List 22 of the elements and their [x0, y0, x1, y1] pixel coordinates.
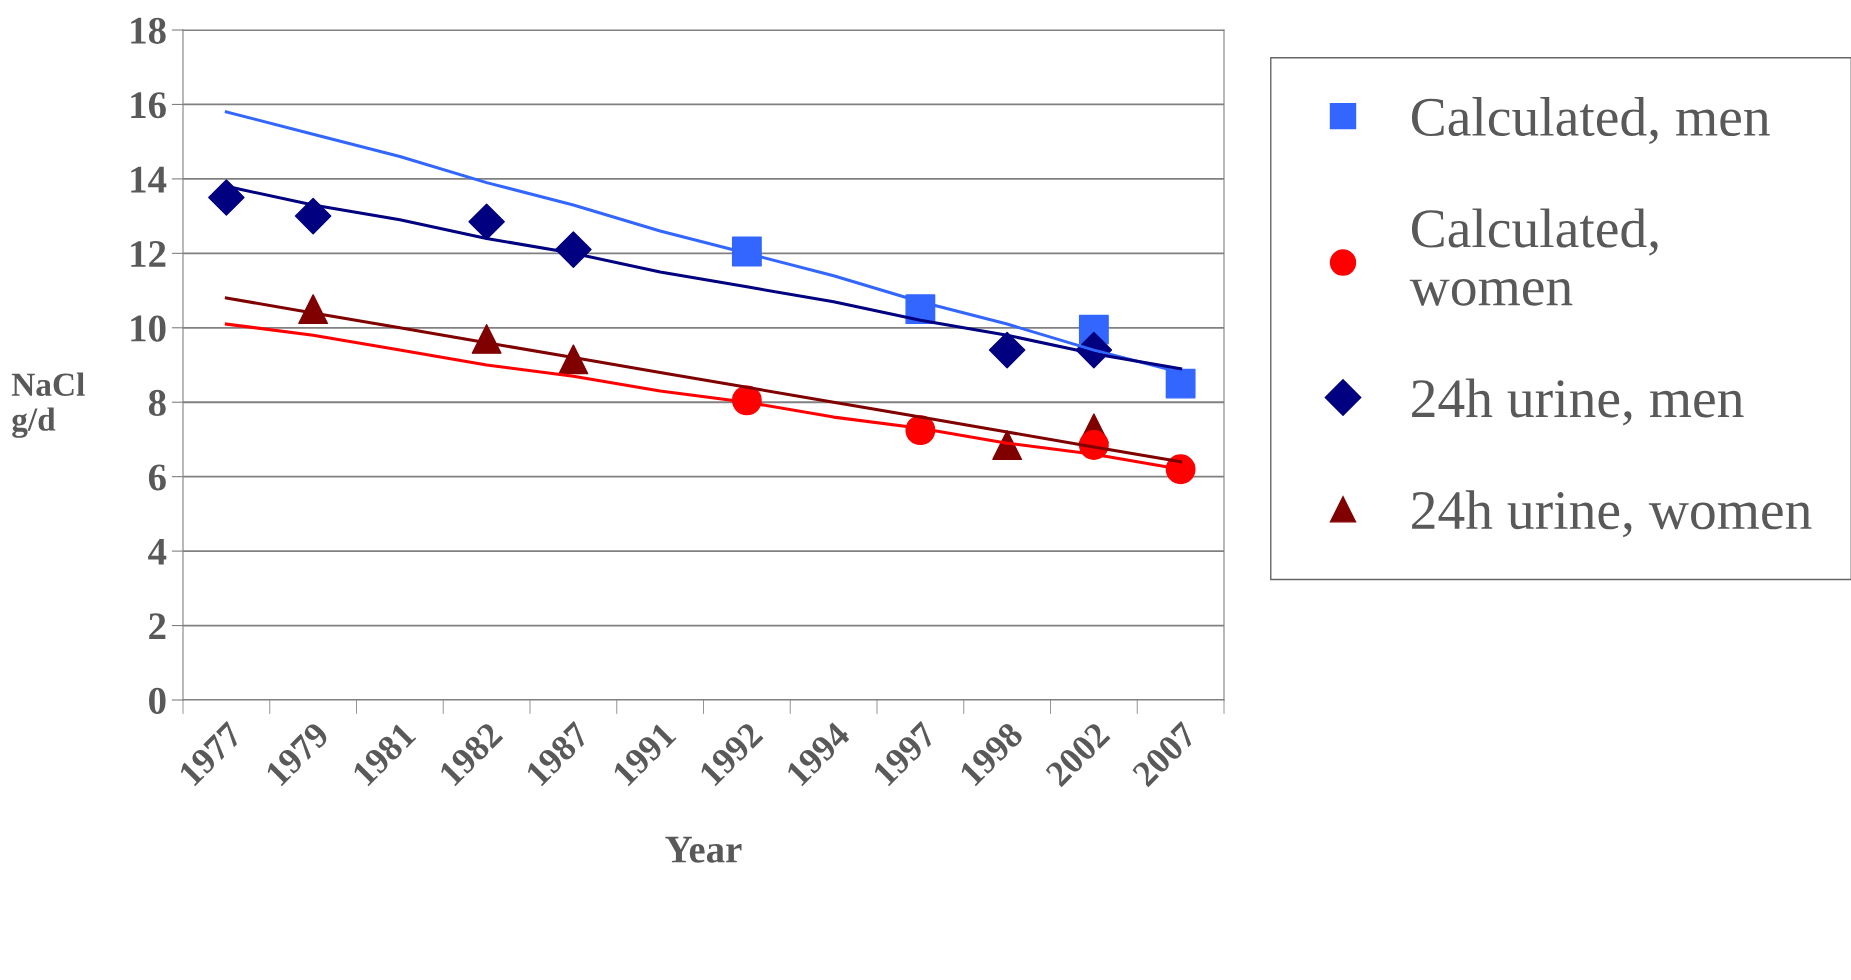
y-tick-label: 4 — [148, 539, 167, 565]
point — [294, 197, 332, 235]
y-tick-label: 0 — [149, 687, 166, 714]
y-tick-label: 8 — [148, 389, 166, 417]
legend-label: Calculated, women — [1409, 208, 1658, 306]
y-tick-label: 6 — [148, 464, 166, 491]
x-axis-title: Year — [665, 836, 742, 863]
legend-label: 24h urine, women — [1412, 490, 1812, 538]
y-tick-label: 18 — [131, 17, 166, 44]
legend-label: 24h urine, men — [1412, 378, 1744, 426]
y-tick-label: 12 — [131, 241, 166, 267]
y-tick-label: 16 — [131, 92, 166, 119]
point — [992, 430, 1023, 460]
y-tick-label: 10 — [131, 315, 166, 342]
y-tick-label: 14 — [131, 166, 167, 193]
y-axis-title: NaCl g/d — [11, 372, 85, 438]
legend-label: Calculated, men — [1411, 97, 1770, 145]
point — [468, 203, 505, 240]
point — [1165, 368, 1196, 399]
point — [988, 331, 1026, 369]
y-tick-label: 2 — [149, 613, 166, 640]
point — [208, 179, 245, 216]
